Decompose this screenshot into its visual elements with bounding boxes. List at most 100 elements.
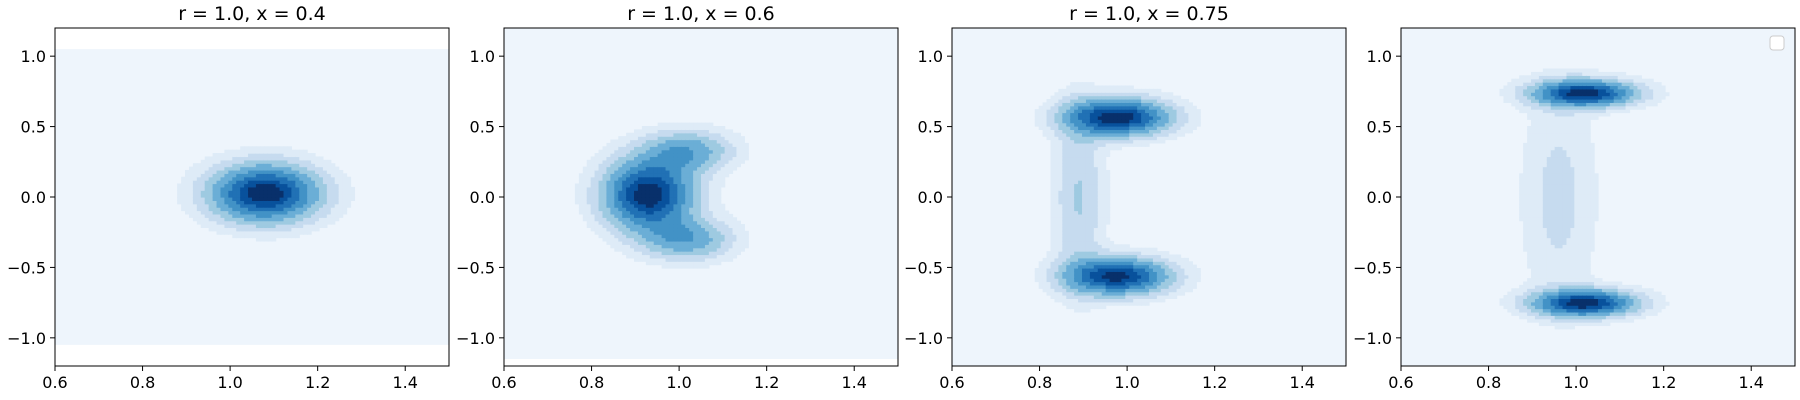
density-cell: [1082, 224, 1087, 229]
density-cell: [212, 227, 218, 232]
density-cell: [283, 193, 289, 198]
density-cell: [618, 234, 623, 239]
density-cell: [185, 180, 190, 185]
density-cell: [1523, 210, 1528, 215]
density-cell: [259, 166, 265, 171]
density-cell: [267, 153, 273, 158]
density-cell: [673, 183, 678, 188]
density-cell: [606, 149, 611, 154]
density-cell: [697, 176, 702, 181]
density-cell: [630, 156, 635, 161]
density-cell: [1046, 254, 1052, 259]
density-cell: [1070, 88, 1075, 93]
density-cell: [685, 203, 690, 208]
density-cell: [1192, 105, 1197, 110]
density-cell: [1152, 291, 1158, 296]
density-cell: [1105, 295, 1111, 299]
density-cell: [342, 183, 348, 188]
density-cell: [1550, 105, 1556, 110]
density-cell: [637, 169, 643, 174]
density-cell: [1042, 264, 1048, 269]
density-cell: [283, 156, 289, 161]
density-cell: [275, 207, 281, 212]
density-cell: [1196, 271, 1201, 276]
density-cell: [307, 159, 312, 164]
density-cell: [1054, 129, 1059, 134]
density-cell: [594, 230, 600, 235]
density-cell: [236, 153, 241, 158]
density-cell: [1058, 190, 1063, 195]
density-cell: [1542, 207, 1548, 212]
density-cell: [1534, 274, 1540, 279]
density-cell: [720, 163, 726, 168]
density-cell: [649, 217, 655, 222]
density-cell: [693, 166, 698, 171]
density-cell: [736, 132, 741, 137]
density-cell: [661, 220, 667, 225]
density-cell: [708, 166, 714, 171]
density-cell: [736, 220, 741, 225]
density-cell: [1188, 284, 1193, 289]
density-cell: [303, 227, 308, 232]
density-cell: [614, 139, 619, 144]
density-cell: [1546, 132, 1552, 137]
density-cell: [1121, 126, 1126, 130]
density-cell: [626, 163, 631, 168]
density-cell: [634, 203, 639, 208]
density-cell: [1133, 92, 1138, 97]
density-cell: [1121, 92, 1126, 97]
density-cell: [255, 220, 261, 225]
density-cell: [307, 156, 312, 161]
density-cell: [1042, 281, 1048, 286]
density-cell: [311, 227, 316, 232]
density-cell: [1546, 203, 1552, 208]
density-cell: [295, 190, 300, 195]
density-cell: [1133, 291, 1138, 296]
density-cell: [1156, 132, 1162, 137]
density-cell: [1062, 210, 1067, 215]
density-cell: [248, 203, 253, 208]
density-cell: [1538, 119, 1544, 124]
density-cell: [1184, 126, 1189, 130]
density-cell: [1550, 139, 1556, 144]
density-cell: [1503, 85, 1508, 90]
density-cell: [630, 230, 635, 235]
density-cell: [1137, 92, 1142, 97]
density-cell: [244, 149, 249, 154]
density-cell: [248, 210, 253, 215]
density-cell: [263, 180, 269, 185]
density-cell: [287, 213, 292, 218]
density-cell: [275, 234, 281, 239]
density-cell: [1093, 126, 1099, 130]
density-cell: [701, 153, 706, 158]
density-cell: [1546, 257, 1552, 262]
density-cell: [590, 220, 596, 225]
density-cell: [634, 139, 639, 144]
density-cell: [244, 173, 249, 178]
density-cell: [1117, 274, 1123, 279]
density-cell: [330, 190, 336, 195]
density-cell: [1523, 291, 1528, 296]
density-cell: [1113, 126, 1119, 130]
density-cell: [1078, 193, 1083, 198]
density-cell: [244, 193, 249, 198]
density-cell: [1523, 156, 1528, 161]
density-cell: [1558, 311, 1564, 316]
density-cell: [1137, 288, 1142, 293]
density-cell: [1085, 85, 1091, 90]
density-cell: [196, 166, 202, 171]
density-cell: [1145, 115, 1150, 120]
density-cell: [1554, 102, 1560, 107]
density-cell: [1141, 112, 1146, 117]
density-cell: [1101, 146, 1107, 151]
density-cell: [311, 183, 316, 188]
density-cell: [1176, 281, 1182, 286]
density-cell: [1121, 261, 1126, 266]
density-cell: [661, 136, 667, 141]
density-cell: [252, 169, 257, 174]
density-cell: [196, 173, 202, 178]
density-cell: [1097, 240, 1103, 245]
density-cell: [299, 159, 304, 164]
density-cell: [689, 163, 694, 168]
density-cell: [594, 169, 600, 174]
